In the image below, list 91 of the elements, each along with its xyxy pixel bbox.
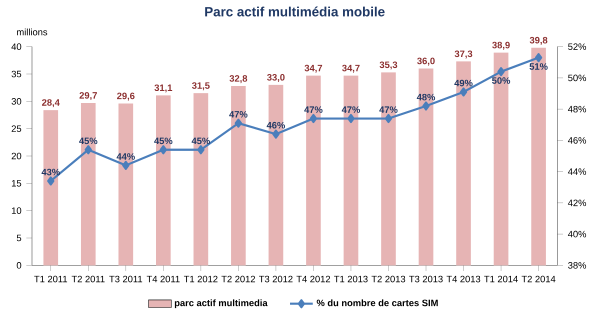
y2-tick-label: 42%: [568, 200, 586, 206]
data-label: 34,7: [342, 64, 360, 73]
data-label: 45%: [192, 138, 210, 144]
data-label: 45%: [79, 138, 98, 144]
y-tick-label: 25: [12, 125, 22, 132]
y-tick-label: 5: [16, 234, 22, 242]
x-tick-label: T1 2012: [184, 276, 218, 282]
data-label: 47%: [379, 106, 398, 113]
data-label: 34,7: [304, 64, 322, 73]
point: [160, 145, 168, 154]
point: [384, 114, 392, 124]
bar: [194, 93, 208, 266]
point: [534, 53, 542, 62]
x-tick-label: T4 2013: [446, 276, 480, 282]
y2-tick-label: 52%: [568, 43, 586, 50]
bar: [118, 104, 134, 266]
y-tick-label: 0: [16, 262, 22, 269]
data-label: 47%: [342, 106, 360, 113]
x-tick-label: T2 2012: [221, 276, 256, 282]
y2-tick-label: 46%: [568, 137, 586, 144]
point: [460, 87, 468, 96]
data-label: 39,8: [530, 36, 548, 45]
y2-tick-label: 50%: [568, 74, 586, 82]
data-label: 46%: [266, 122, 285, 129]
point: [497, 67, 505, 76]
legend-label: % du nombre de cartes SIM: [316, 299, 438, 306]
x-tick-label: T1 2011: [34, 276, 68, 282]
point: [234, 118, 242, 128]
y2-tick-label: 40%: [568, 230, 586, 238]
data-label: 43%: [42, 168, 60, 176]
x-tick-label: T3 2012: [258, 276, 293, 282]
point: [272, 130, 280, 139]
x-tick-label: T1 2014: [484, 276, 518, 282]
y-axis-title: millions: [17, 28, 48, 36]
data-label: 38,9: [492, 42, 510, 50]
y-tick-label: 35: [12, 70, 22, 78]
bar: [418, 68, 434, 266]
data-label: 31,1: [154, 84, 172, 92]
x-tick-label: T2 2011: [72, 276, 105, 282]
data-label: 47%: [304, 106, 323, 113]
bar: [156, 95, 171, 266]
bar: [231, 86, 246, 266]
bar: [306, 76, 321, 266]
data-label: 51%: [530, 63, 548, 70]
bar: [456, 61, 471, 266]
bar: [80, 102, 96, 266]
y2-tick-label: 48%: [568, 106, 586, 112]
data-label: 32,8: [230, 75, 248, 84]
data-label: 33,0: [267, 74, 285, 82]
data-label: 45%: [154, 138, 172, 144]
y-tick-label: 20: [12, 152, 22, 160]
x-tick-label: T3 2013: [409, 276, 443, 282]
y-tick-label: 40: [11, 43, 22, 50]
data-label: 36,0: [417, 58, 435, 66]
legend-label: parc actif multimedia: [174, 299, 268, 308]
point: [310, 114, 318, 124]
y-tick-label: 30: [12, 98, 22, 105]
y2-tick-label: 38%: [568, 262, 586, 269]
x-tick-label: T4 2011: [146, 276, 180, 282]
x-tick-label: T1 2013: [334, 276, 368, 282]
bar: [344, 76, 358, 266]
data-label: 29,6: [117, 92, 135, 101]
y-tick-label: 10: [12, 207, 22, 214]
x-tick-label: T2 2014: [522, 276, 556, 282]
data-label: 47%: [229, 111, 248, 118]
data-label: 37,3: [454, 50, 472, 58]
data-label: 49%: [454, 80, 473, 86]
point: [422, 101, 430, 111]
bar: [381, 72, 396, 266]
point: [122, 160, 130, 170]
chart-title: Parc actif multimédia mobile: [205, 6, 385, 16]
x-tick-label: T4 2012: [296, 276, 330, 282]
data-label: 48%: [416, 94, 436, 100]
bar: [494, 52, 508, 266]
data-label: 44%: [116, 153, 135, 160]
bar: [531, 48, 546, 266]
x-tick-label: T2 2013: [372, 276, 406, 282]
y2-tick-label: 44%: [568, 168, 586, 175]
data-label: 35,3: [380, 61, 398, 70]
data-label: 29,7: [80, 92, 97, 100]
data-label: 31,5: [192, 82, 210, 90]
bar: [43, 110, 58, 266]
data-label: 28,4: [42, 99, 60, 108]
bar: [268, 84, 284, 266]
data-label: 50%: [492, 77, 510, 84]
y-tick-label: 15: [12, 180, 22, 187]
point: [347, 114, 355, 124]
point: [84, 145, 92, 154]
point: [47, 176, 54, 186]
point: [197, 145, 205, 154]
x-tick-label: T3 2011: [109, 276, 142, 282]
